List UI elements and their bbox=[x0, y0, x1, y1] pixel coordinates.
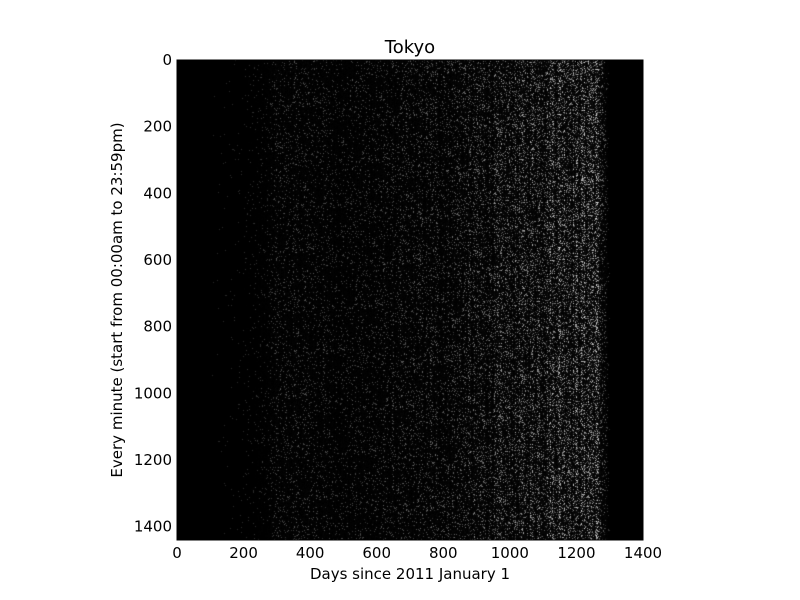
y-axis-label: Every minute (start from 00:00am to 23:5… bbox=[108, 122, 126, 477]
x-tick-label: 400 bbox=[296, 544, 325, 562]
y-tick-label: 1400 bbox=[134, 518, 172, 536]
y-tick-label: 400 bbox=[143, 184, 172, 202]
heatmap-image bbox=[177, 60, 643, 540]
x-tick-label: 800 bbox=[429, 544, 458, 562]
y-tick-label: 1000 bbox=[134, 384, 172, 402]
x-axis: 0 200 400 600 800 1000 1200 1400 bbox=[172, 60, 662, 562]
x-tick-label: 1000 bbox=[491, 544, 529, 562]
chart-title: Tokyo bbox=[384, 37, 435, 58]
x-axis-label: Days since 2011 January 1 bbox=[310, 565, 510, 583]
y-tick-label: 200 bbox=[143, 118, 172, 136]
y-tick-label: 0 bbox=[162, 51, 172, 69]
y-axis: 0 200 400 600 800 1000 1200 1400 bbox=[134, 51, 643, 536]
y-tick-label: 1200 bbox=[134, 451, 172, 469]
x-tick-label: 200 bbox=[229, 544, 258, 562]
x-tick-label: 1200 bbox=[557, 544, 595, 562]
y-tick-label: 600 bbox=[143, 251, 172, 269]
x-tick-label: 0 bbox=[172, 544, 182, 562]
plot-frame bbox=[176, 59, 644, 541]
x-tick-label: 600 bbox=[362, 544, 391, 562]
y-tick-label: 800 bbox=[143, 318, 172, 336]
x-tick-label: 1400 bbox=[624, 544, 662, 562]
